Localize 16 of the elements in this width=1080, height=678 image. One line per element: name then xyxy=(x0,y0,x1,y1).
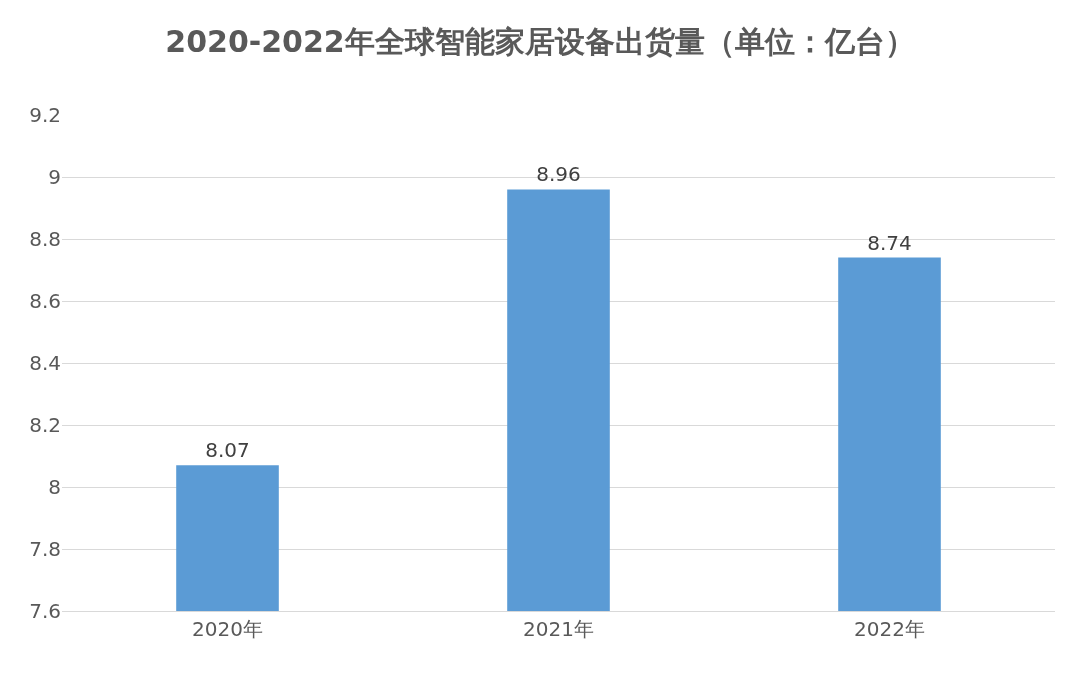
x-tick-label: 2021年 xyxy=(523,617,594,642)
y-tick-label: 7.8 xyxy=(29,537,61,561)
x-tick-label: 2020年 xyxy=(192,617,263,642)
y-tick-label: 7.6 xyxy=(29,599,61,623)
y-tick-label: 8.4 xyxy=(29,351,61,375)
y-tick-label: 9.2 xyxy=(29,103,61,127)
y-tick-label: 8.2 xyxy=(29,413,61,437)
y-tick-label: 9 xyxy=(48,165,61,189)
y-tick-label: 8 xyxy=(48,475,61,499)
data-label: 8.96 xyxy=(536,162,581,187)
y-tick-label: 8.8 xyxy=(29,227,61,251)
y-tick-label: 8.6 xyxy=(29,289,61,313)
data-label: 8.74 xyxy=(867,230,912,255)
x-tick-label: 2022年 xyxy=(854,617,925,642)
chart-title: 2020-2022年全球智能家居设备出货量（单位：亿台） xyxy=(165,23,915,59)
data-label: 8.07 xyxy=(205,438,250,463)
